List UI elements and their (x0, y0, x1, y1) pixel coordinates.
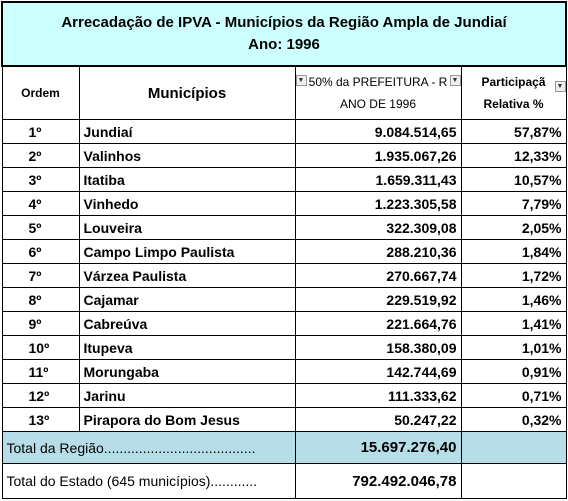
rank: 13º (1, 407, 80, 432)
data-row: 2º Valinhos 1.935.067,26 12,33% (1, 143, 567, 168)
rank: 12º (1, 383, 80, 408)
rank: 9º (1, 311, 80, 336)
title-cell: Arrecadação de IPVA - Municípios da Regi… (0, 1, 568, 67)
data-row: 8º Cajamar 229.519,92 1,46% (1, 287, 567, 312)
empty-cell (460, 431, 567, 464)
municipality: Cajamar (78, 287, 296, 312)
amount: 9.084.514,65 (294, 119, 462, 144)
share: 2,05% (460, 215, 567, 240)
data-row: 12º Jarinu 111.333,62 0,71% (1, 383, 567, 408)
filter-button[interactable]: ▼ (554, 81, 566, 92)
rank: 10º (1, 335, 80, 360)
share: 1,46% (460, 287, 567, 312)
col-header: ▼ ▼ 50% da PREFEITURA - R ANO DE 1996 (294, 65, 462, 120)
municipality: Itupeva (78, 335, 296, 360)
filter-button[interactable]: ▼ (296, 75, 307, 86)
rank: 5º (1, 215, 80, 240)
rank: 2º (1, 143, 80, 168)
municipality: Morungaba (78, 359, 296, 384)
amount: 1.659.311,43 (294, 167, 462, 192)
rank: 6º (1, 239, 80, 264)
total-label: Total da Região.........................… (1, 431, 296, 464)
header-row: Ordem Municípios ▼ ▼ 50% da PREFEITURA - R… (1, 65, 567, 120)
amount: 221.664,76 (294, 311, 462, 336)
municipality: Itatiba (78, 167, 296, 192)
data-row: 7º Várzea Paulista 270.667,74 1,72% (1, 263, 567, 288)
rank: 7º (1, 263, 80, 288)
total-label: Total do Estado (645 municípios)........… (1, 463, 296, 499)
municipality: Várzea Paulista (78, 263, 296, 288)
municipality: Vinhedo (78, 191, 296, 216)
data-row: 10º Itupeva 158.380,09 1,01% (1, 335, 567, 360)
data-row: 9º Cabreúva 221.664,76 1,41% (1, 311, 567, 336)
filter-button[interactable]: ▼ (449, 75, 460, 86)
share: 7,79% (460, 191, 567, 216)
rank: 8º (1, 287, 80, 312)
amount: 50.247,22 (294, 407, 462, 432)
col-header: Municípios (78, 65, 296, 120)
title: Arrecadação de IPVA - Municípios da Regi… (61, 14, 507, 31)
municipality: Valinhos (78, 143, 296, 168)
share: 1,41% (460, 311, 567, 336)
data-row: 1º Jundiaí 9.084.514,65 57,87% (1, 119, 567, 144)
data-row: 4º Vinhedo 1.223.305,58 7,79% (1, 191, 567, 216)
share: 1,01% (460, 335, 567, 360)
amount: 270.667,74 (294, 263, 462, 288)
municipality: Cabreúva (78, 311, 296, 336)
share: 1,84% (460, 239, 567, 264)
col-header: Ordem (1, 65, 80, 120)
share: 0,71% (460, 383, 567, 408)
data-row: 3º Itatiba 1.659.311,43 10,57% (1, 167, 567, 192)
title-row: Arrecadação de IPVA - Municípios da Regi… (0, 1, 568, 67)
share: 57,87% (460, 119, 567, 144)
rank: 3º (1, 167, 80, 192)
col-header-line: Relativa % (483, 97, 544, 111)
data-row: 11º Morungaba 142.744,69 0,91% (1, 359, 567, 384)
empty-cell (460, 463, 567, 499)
share: 12,33% (460, 143, 567, 168)
amount: 229.519,92 (294, 287, 462, 312)
col-header-line: ANO DE 1996 (339, 97, 417, 111)
total-amount: 15.697.276,40 (294, 431, 462, 464)
total-row: Total do Estado (645 municípios)........… (1, 463, 567, 499)
col-header-line: Participaçã (481, 75, 546, 89)
share: 0,91% (460, 359, 567, 384)
data-row: 13º Pirapora do Bom Jesus 50.247,22 0,32% (1, 407, 567, 432)
amount: 288.210,36 (294, 239, 462, 264)
amount: 111.333,62 (294, 383, 462, 408)
total-row: Total da Região.........................… (1, 431, 567, 464)
amount: 1.935.067,26 (294, 143, 462, 168)
data-row: 5º Louveira 322.309,08 2,05% (1, 215, 567, 240)
share: 0,32% (460, 407, 567, 432)
amount: 158.380,09 (294, 335, 462, 360)
amount: 142.744,69 (294, 359, 462, 384)
share: 10,57% (460, 167, 567, 192)
rank: 4º (1, 191, 80, 216)
municipality: Pirapora do Bom Jesus (78, 407, 296, 432)
col-header: ▼ Participaçã Relativa % (460, 65, 567, 120)
col-header-line: 50% da PREFEITURA - R (308, 75, 448, 89)
municipality: Campo Limpo Paulista (78, 239, 296, 264)
share: 1,72% (460, 263, 567, 288)
municipality: Jarinu (78, 383, 296, 408)
amount: 1.223.305,58 (294, 191, 462, 216)
total-amount: 792.492.046,78 (294, 463, 462, 499)
rank: 11º (1, 359, 80, 384)
amount: 322.309,08 (294, 215, 462, 240)
data-row: 6º Campo Limpo Paulista 288.210,36 1,84% (1, 239, 567, 264)
municipality: Louveira (78, 215, 296, 240)
rank: 1º (1, 119, 80, 144)
municipality: Jundiaí (78, 119, 296, 144)
subtitle: Ano: 1996 (248, 36, 320, 53)
